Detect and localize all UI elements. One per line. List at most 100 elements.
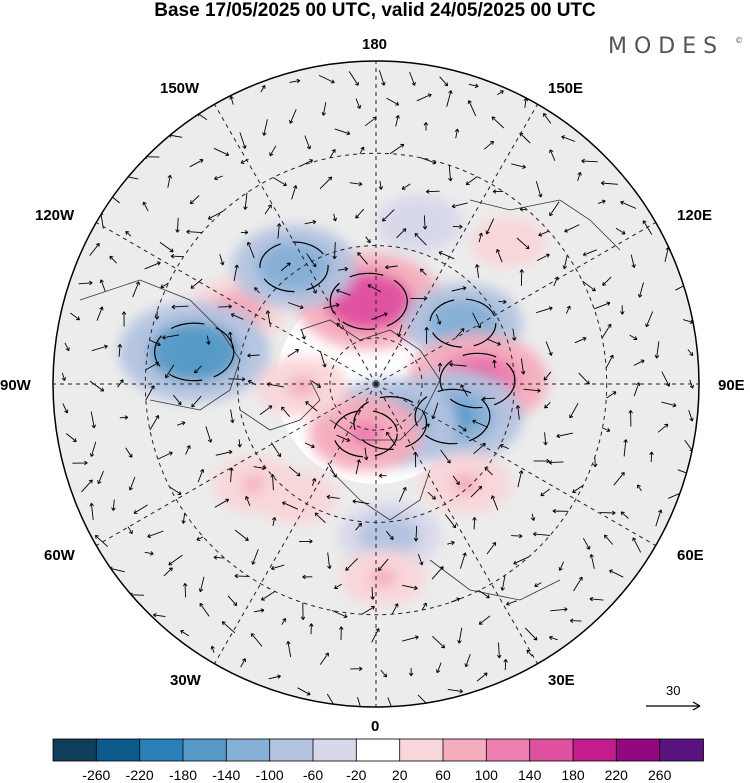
arrow-right-icon <box>692 701 701 711</box>
wind-arrow-363 <box>589 596 604 602</box>
colorbar-bin-0 <box>52 738 98 762</box>
wind-arrow-132 <box>172 394 182 406</box>
wind-arrow-202 <box>601 323 612 339</box>
wind-arrow-182 <box>196 536 204 541</box>
colorbar-label-8: 60 <box>435 767 451 783</box>
wind-arrow-284 <box>111 499 116 511</box>
colorbar-bin-7 <box>355 738 401 762</box>
colorbar-label-9: 100 <box>475 767 499 783</box>
wind-arrow-69 <box>314 512 326 524</box>
wind-arrow-163 <box>378 180 384 190</box>
wind-arrow-203 <box>593 301 611 310</box>
wind-arrow-195 <box>533 531 551 537</box>
wind-arrow-161 <box>425 189 440 194</box>
wind-arrow-76 <box>499 444 509 450</box>
wind-arrow-92 <box>233 264 239 281</box>
wind-arrow-81 <box>498 299 507 305</box>
coastline-siberia <box>469 199 621 251</box>
wind-arrow-137 <box>234 529 249 541</box>
wind-arrow-49 <box>472 419 489 428</box>
wind-arrow-31 <box>367 284 381 293</box>
wind-arrow-207 <box>519 207 528 212</box>
wind-arrow-377 <box>620 200 637 209</box>
meridian-60 <box>375 383 656 546</box>
wind-arrow-129 <box>171 304 189 310</box>
wind-arrow-158 <box>516 237 530 250</box>
wind-arrow-124 <box>291 185 298 200</box>
wind-arrow-305 <box>620 511 629 519</box>
wind-arrow-67 <box>270 474 275 491</box>
wind-arrow-258 <box>535 181 543 198</box>
label-60e: 60E <box>677 547 704 564</box>
wind-arrow-320 <box>491 116 505 129</box>
wind-arrow-370 <box>688 409 694 422</box>
wind-arrow-325 <box>289 78 301 84</box>
wind-arrow-148 <box>530 513 536 521</box>
wind-arrow-73 <box>444 514 457 529</box>
wind-arrow-362 <box>569 618 582 623</box>
wind-arrow-302 <box>573 576 583 592</box>
wind-arrow-88 <box>332 213 338 222</box>
map-content <box>53 61 699 707</box>
wind-arrow-336 <box>70 312 81 321</box>
wind-arrow-13 <box>336 288 351 296</box>
meridian-210 <box>214 104 377 385</box>
wind-arrow-296 <box>408 667 414 677</box>
wind-arrow-117 <box>519 269 524 286</box>
anomaly-core-1 <box>445 310 481 336</box>
wind-arrow-238 <box>402 635 419 642</box>
wind-arrow-95 <box>194 365 202 374</box>
wind-arrow-235 <box>309 623 314 635</box>
wind-arrow-304 <box>603 534 614 545</box>
wind-arrow-196 <box>552 508 569 514</box>
wind-arrow-8 <box>421 423 430 430</box>
wind-arrow-96 <box>191 395 202 408</box>
wind-arrow-58 <box>306 253 317 268</box>
wind-arrow-386 <box>409 71 416 86</box>
wind-arrow-223 <box>117 344 123 357</box>
wind-arrow-326 <box>260 85 266 93</box>
wind-arrow-63 <box>228 377 246 382</box>
wind-arrow-273 <box>167 174 173 188</box>
wind-arrow-389 <box>318 74 335 84</box>
wind-arrow-40 <box>270 442 282 458</box>
wind-arrow-107 <box>447 540 455 546</box>
wind-arrow-101 <box>271 516 277 526</box>
wind-arrow-246 <box>600 510 616 516</box>
wind-arrow-251 <box>633 359 645 366</box>
streamline-ring-3 <box>414 388 491 445</box>
wind-arrow-147 <box>511 533 523 539</box>
modes-logo: MODES <box>608 34 725 59</box>
wind-arrow-293 <box>319 652 329 665</box>
wind-arrow-193 <box>500 575 506 591</box>
wind-arrow-294 <box>350 666 363 671</box>
wind-arrow-219 <box>159 241 174 253</box>
streamline-ring-4 <box>353 396 428 451</box>
wind-arrow-351 <box>268 674 281 680</box>
wind-arrow-338 <box>61 372 67 381</box>
streamline-ring-2 <box>439 352 516 409</box>
wind-arrow-34 <box>310 283 317 294</box>
colorbar-label-2: -180 <box>169 767 197 783</box>
wind-arrow-136 <box>214 498 230 508</box>
wind-arrow-4 <box>305 401 318 412</box>
wind-arrow-97 <box>205 426 213 443</box>
wind-arrow-361 <box>549 635 558 641</box>
wind-arrow-113 <box>544 401 551 409</box>
wind-arrow-265 <box>334 128 351 136</box>
height-anomaly-shading <box>118 194 548 607</box>
anomaly-core-15 <box>496 234 520 251</box>
wind-arrow-335 <box>78 280 93 286</box>
wind-arrow-46 <box>427 491 436 500</box>
wind-arrow-141 <box>334 583 342 590</box>
wind-arrow-225 <box>119 415 129 420</box>
wind-arrow-291 <box>250 633 263 647</box>
wind-arrow-173 <box>160 282 169 289</box>
wind-arrow-151 <box>556 432 574 439</box>
wind-arrow-208 <box>492 189 504 194</box>
wind-arrow-157 <box>536 253 550 262</box>
colorbar-bin-6 <box>312 738 358 762</box>
wind-arrow-242 <box>506 600 517 606</box>
anomaly-core-16 <box>288 376 317 397</box>
